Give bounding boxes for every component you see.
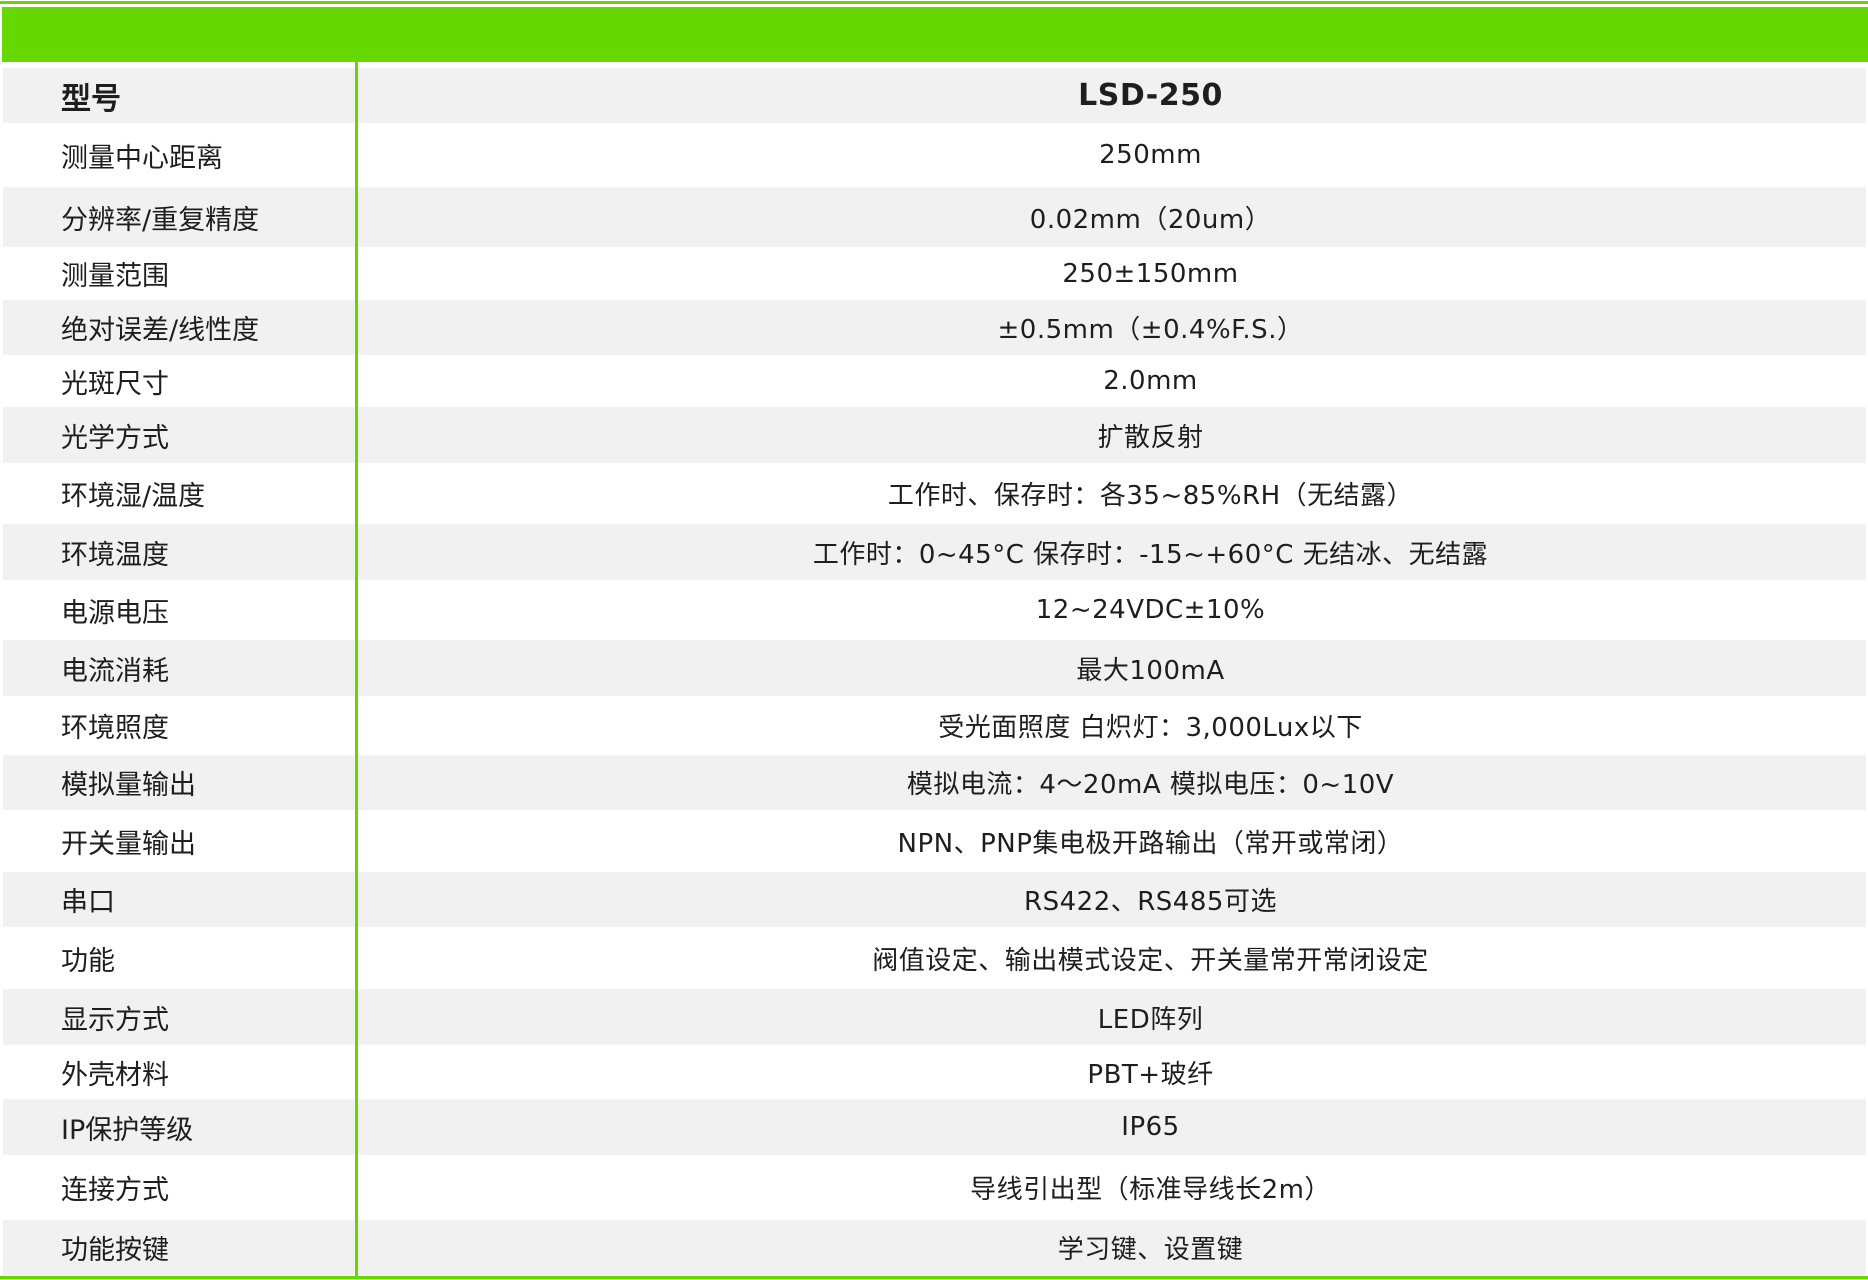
- table-row: 光斑尺寸 2.0mm: [3, 355, 1866, 407]
- table-row: 环境照度 受光面照度 白炽灯：3,000Lux以下: [3, 696, 1866, 755]
- spec-value: 阀值设定、输出模式设定、开关量常开常闭设定: [872, 945, 1429, 976]
- table-row: 光学方式 扩散反射: [3, 407, 1866, 463]
- spec-value: 受光面照度 白炽灯：3,000Lux以下: [938, 713, 1363, 743]
- table-row: 连接方式 导线引出型（标准导线长2m）: [3, 1155, 1866, 1220]
- spec-value: 250±150mm: [1062, 258, 1239, 289]
- spec-label: 测量范围: [61, 261, 169, 292]
- header-label: 型号: [61, 81, 121, 117]
- spec-value: RS422、RS485可选: [1024, 887, 1277, 917]
- table-row: IP保护等级 IP65: [3, 1099, 1866, 1155]
- table-row: 电源电压 12~24VDC±10%: [3, 580, 1866, 640]
- table-row: 环境温度 工作时：0~45°C 保存时：-15~+60°C 无结冰、无结露: [3, 524, 1866, 580]
- table-row: 分辨率/重复精度 0.02mm（20um）: [3, 187, 1866, 247]
- spec-label: 测量中心距离: [61, 142, 223, 174]
- spec-label: 功能按键: [61, 1235, 169, 1266]
- table-row: 功能按键 学习键、设置键: [3, 1220, 1866, 1275]
- table-row: 电流消耗 最大100mA: [3, 640, 1866, 696]
- spec-value: LED阵列: [1097, 1004, 1204, 1035]
- spec-value: 工作时、保存时：各35~85%RH（无结露）: [887, 481, 1414, 511]
- spec-label: 显示方式: [61, 1004, 169, 1036]
- spec-value: 2.0mm: [1103, 366, 1198, 396]
- spec-label: 环境温度: [61, 539, 169, 571]
- spec-value: 最大100mA: [1076, 655, 1225, 686]
- table-row: 开关量输出 NPN、PNP集电极开路输出（常开或常闭）: [3, 810, 1866, 872]
- spec-value: 导线引出型（标准导线长2m）: [970, 1175, 1331, 1205]
- spec-value: 工作时：0~45°C 保存时：-15~+60°C 无结冰、无结露: [812, 539, 1489, 570]
- spec-label: 模拟量输出: [61, 770, 196, 801]
- table-row: 测量中心距离 250mm: [3, 123, 1866, 187]
- top-accent-line: [0, 1, 1868, 4]
- spec-label: 电流消耗: [61, 655, 169, 687]
- spec-label: IP保护等级: [61, 1114, 194, 1146]
- spec-label: 开关量输出: [61, 828, 196, 860]
- spec-label: 绝对误差/线性度: [61, 315, 260, 346]
- table-row: 绝对误差/线性度 ±0.5mm（±0.4%F.S.）: [3, 300, 1866, 355]
- model-value: LSD-250: [1078, 78, 1223, 113]
- spec-value: ±0.5mm（±0.4%F.S.）: [997, 315, 1304, 345]
- spec-label: 分辨率/重复精度: [61, 204, 260, 236]
- spec-value: 模拟电流：4～20mA 模拟电压：0~10V: [906, 770, 1395, 800]
- spec-label: 电源电压: [61, 597, 169, 629]
- bottom-accent-line: [0, 1276, 1868, 1279]
- table-header-row: 型号 LSD-250: [3, 68, 1866, 123]
- spec-value: 250mm: [1099, 140, 1202, 170]
- spec-label: 光斑尺寸: [61, 368, 169, 400]
- table-row: 测量范围 250±150mm: [3, 247, 1866, 300]
- spec-label: 外壳材料: [61, 1059, 169, 1091]
- spec-value: 0.02mm（20um）: [1029, 204, 1272, 235]
- table-row: 串口 RS422、RS485可选: [3, 872, 1866, 927]
- spec-label: 功能: [61, 945, 115, 977]
- column-divider: [355, 62, 358, 1278]
- spec-label: 串口: [61, 887, 115, 918]
- spec-value: 12~24VDC±10%: [1035, 595, 1266, 625]
- table-row: 环境湿/温度 工作时、保存时：各35~85%RH（无结露）: [3, 463, 1866, 524]
- spec-label: 环境照度: [61, 713, 169, 744]
- spec-label: 光学方式: [61, 422, 169, 454]
- table-row: 功能 阀值设定、输出模式设定、开关量常开常闭设定: [3, 927, 1866, 989]
- header-bar: [2, 7, 1868, 62]
- spec-value: 学习键、设置键: [1057, 1235, 1244, 1265]
- spec-label: 环境湿/温度: [61, 481, 206, 512]
- table-row: 外壳材料 PBT+玻纤: [3, 1045, 1866, 1099]
- spec-label: 连接方式: [61, 1175, 169, 1206]
- spec-value: NPN、PNP集电极开路输出（常开或常闭）: [897, 828, 1404, 859]
- spec-value: IP65: [1121, 1112, 1180, 1142]
- spec-value: PBT+玻纤: [1087, 1059, 1214, 1090]
- table-row: 显示方式 LED阵列: [3, 989, 1866, 1045]
- spec-value: 扩散反射: [1097, 422, 1204, 453]
- table-row: 模拟量输出 模拟电流：4～20mA 模拟电压：0~10V: [3, 755, 1866, 810]
